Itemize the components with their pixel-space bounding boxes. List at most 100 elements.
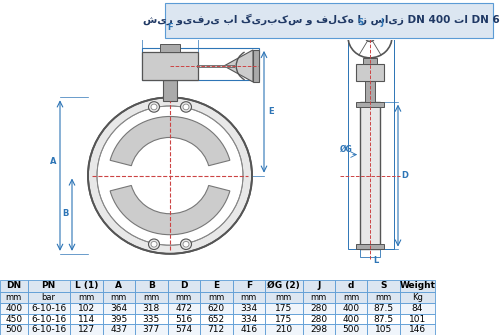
Bar [135,314,168,325]
Text: 472: 472 [176,304,192,313]
Bar [265,314,302,325]
Text: 450: 450 [5,315,22,324]
Bar [302,314,335,325]
Bar [335,325,368,335]
Bar [168,280,200,291]
Text: 175: 175 [275,304,292,313]
Bar [265,325,302,335]
Bar [0,314,28,325]
Text: 84: 84 [412,304,423,313]
Text: S: S [380,281,387,290]
Text: 105: 105 [375,325,392,334]
Bar [0,304,28,314]
Bar [70,280,102,291]
Text: mm: mm [276,293,292,302]
Bar [102,314,135,325]
Bar [135,280,168,291]
Text: 127: 127 [78,325,95,334]
Bar [70,314,102,325]
Bar [365,81,375,102]
Text: 652: 652 [208,315,225,324]
Bar [168,314,200,325]
Bar [200,325,232,335]
Bar [356,64,384,81]
Bar [28,314,70,325]
Text: A: A [116,281,122,290]
Text: F: F [167,23,173,32]
Circle shape [151,104,157,110]
Text: 280: 280 [310,315,328,324]
Text: 574: 574 [175,325,192,334]
Circle shape [183,104,189,110]
Text: L (1): L (1) [74,281,98,290]
Circle shape [97,106,243,245]
Bar [200,314,232,325]
Bar [0,325,28,335]
Text: شیر ویفری با گیربکس و فلکه از سایز DN 400 تا DN 600: شیر ویفری با گیربکس و فلکه از سایز DN 40… [144,14,500,25]
Bar [102,304,135,314]
Text: F: F [246,281,252,290]
Text: B: B [62,209,68,218]
Text: ØG (2): ØG (2) [268,281,300,290]
Text: J: J [380,18,384,27]
Bar [28,291,70,304]
Bar [28,304,70,314]
Bar [102,291,135,304]
Text: S: S [357,18,363,27]
Bar [265,291,302,304]
Text: mm: mm [240,293,257,302]
Text: 377: 377 [142,325,160,334]
FancyBboxPatch shape [165,3,492,38]
Bar [102,280,135,291]
Circle shape [148,239,160,250]
Text: 6-10-16: 6-10-16 [31,304,66,313]
Text: bar: bar [42,293,56,302]
Bar [368,280,400,291]
Text: 500: 500 [5,325,22,334]
Bar [28,280,70,291]
Circle shape [88,97,252,254]
Text: 101: 101 [409,315,426,324]
Bar [356,102,384,108]
Text: 114: 114 [78,315,95,324]
Bar [200,291,232,304]
Text: 102: 102 [78,304,95,313]
Bar [232,304,265,314]
Bar [232,291,265,304]
Text: E: E [268,107,274,116]
Text: 364: 364 [110,304,128,313]
Text: 6-10-16: 6-10-16 [31,315,66,324]
Bar [135,304,168,314]
Bar [135,325,168,335]
Text: mm: mm [310,293,327,302]
Text: 500: 500 [342,325,360,334]
Bar [142,52,198,80]
Circle shape [151,242,157,247]
Text: 87.5: 87.5 [374,304,394,313]
Bar [0,291,28,304]
Bar [335,314,368,325]
Text: 210: 210 [275,325,292,334]
Circle shape [180,239,192,250]
Text: 146: 146 [409,325,426,334]
Bar [400,280,435,291]
Text: 416: 416 [240,325,258,334]
Text: D: D [402,171,408,180]
Wedge shape [110,117,230,166]
Text: mm: mm [176,293,192,302]
Bar [335,280,368,291]
Bar [200,280,232,291]
Bar [142,48,259,80]
Circle shape [365,32,375,42]
Text: 516: 516 [175,315,192,324]
Bar [200,304,232,314]
Bar [302,291,335,304]
Bar [253,50,259,82]
Text: d: d [348,281,354,290]
Bar [265,304,302,314]
Text: 400: 400 [342,304,360,313]
Bar [335,291,368,304]
Text: Weight: Weight [400,281,436,290]
Bar [368,314,400,325]
Text: mm: mm [110,293,127,302]
